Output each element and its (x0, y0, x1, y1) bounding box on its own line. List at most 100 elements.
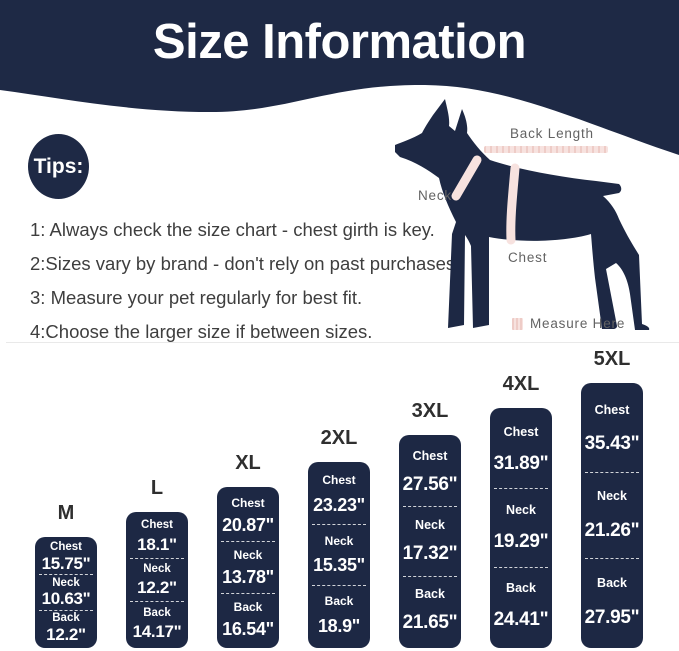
size-column-5xl: 5XL Chest 35.43" Neck 21.26" Back 27.95" (581, 348, 643, 648)
measurement-name: Chest (50, 541, 82, 554)
measurement-value: 27.95" (584, 606, 640, 628)
measurement-value: 13.78" (222, 566, 274, 587)
size-column-l: L Chest 18.1" Neck 12.2" Back 14.17" (126, 477, 188, 648)
bar-section-back: Back 27.95" (584, 558, 640, 645)
size-label: L (150, 477, 164, 499)
size-label: 3XL (411, 400, 449, 422)
bar-section-neck: Neck 15.35" (312, 524, 366, 584)
measurement-name: Neck (597, 489, 627, 504)
size-bar: Chest 18.1" Neck 12.2" Back 14.17" (126, 512, 188, 648)
size-column-2xl: 2XL Chest 23.23" Neck 15.35" Back 18.9" (308, 427, 370, 648)
bar-section-chest: Chest 27.56" (402, 438, 458, 506)
measurement-name: Chest (594, 402, 630, 417)
measurement-name: Back (143, 606, 171, 619)
measurement-value: 15.35" (313, 555, 365, 576)
size-label: 5XL (593, 348, 631, 370)
measurement-value: 20.87" (222, 514, 274, 535)
bar-section-neck: Neck 19.29" (493, 488, 549, 566)
bar-section-back: Back 21.65" (402, 575, 458, 645)
measurement-name: Back (52, 612, 80, 625)
measurement-name: Neck (233, 547, 263, 562)
bar-section-back: Back 12.2" (39, 609, 93, 645)
measure-here-label: Measure Here (530, 316, 626, 331)
size-column-3xl: 3XL Chest 27.56" Neck 17.32" Back 21.65" (399, 400, 461, 648)
measurement-name: Back (233, 599, 263, 614)
size-label: M (57, 502, 75, 524)
page-title: Size Information (152, 15, 527, 69)
measurement-value: 10.63" (41, 589, 91, 609)
measurement-name: Chest (141, 519, 173, 532)
measurement-value: 17.32" (402, 542, 458, 564)
measurement-name: Chest (503, 424, 539, 439)
bar-section-chest: Chest 23.23" (312, 465, 366, 524)
measurement-value: 27.56" (402, 473, 458, 495)
size-bar: Chest 27.56" Neck 17.32" Back 21.65" (399, 435, 461, 648)
measure-here-legend: Measure Here (512, 316, 625, 331)
tip-item: 4:Choose the larger size if between size… (30, 321, 373, 342)
measurement-value: 18.1" (137, 534, 177, 554)
bar-section-chest: Chest 35.43" (584, 386, 640, 472)
size-bar: Chest 23.23" Neck 15.35" Back 18.9" (308, 462, 370, 648)
back-length-tape (484, 146, 608, 153)
size-bar: Chest 15.75" Neck 10.63" Back 12.2" (35, 537, 97, 648)
measurement-value: 23.23" (313, 495, 365, 516)
size-bar: Chest 20.87" Neck 13.78" Back 16.54" (217, 487, 279, 648)
bar-section-neck: Neck 21.26" (584, 471, 640, 559)
tip-item: 1: Always check the size chart - chest g… (30, 219, 435, 240)
section-divider (6, 342, 679, 343)
bar-section-back: Back 24.41" (493, 566, 549, 645)
bar-section-chest: Chest 31.89" (494, 411, 549, 488)
bar-section-neck: Neck 10.63" (39, 574, 93, 609)
size-label: 4XL (502, 373, 540, 395)
tips-badge: Tips: (28, 134, 89, 199)
measurement-name: Neck (415, 518, 445, 533)
bar-section-chest: Chest 20.87" (221, 490, 275, 541)
measurement-value: 12.2" (46, 624, 86, 644)
neck-label: Neck (418, 188, 452, 203)
measurement-name: Neck (506, 503, 536, 518)
tip-item: 2:Sizes vary by brand - don't rely on pa… (30, 253, 461, 274)
measurement-value: 21.65" (402, 612, 458, 634)
measurement-name: Back (597, 575, 627, 590)
measurement-value: 12.2" (137, 578, 177, 598)
dog-silhouette (395, 99, 650, 330)
dog-measurement-diagram: Back Length Neck Chest Measure Here (392, 96, 679, 342)
measurement-value: 35.43" (584, 433, 640, 455)
bar-section-chest: Chest 15.75" (39, 540, 93, 574)
measurement-value: 19.29" (493, 530, 549, 552)
bar-section-back: Back 16.54" (221, 593, 275, 645)
size-bar: Chest 35.43" Neck 21.26" Back 27.95" (581, 383, 643, 648)
chest-label: Chest (508, 250, 548, 265)
measurement-name: Chest (322, 473, 356, 488)
measurement-value: 14.17" (132, 621, 182, 641)
size-bar: Chest 31.89" Neck 19.29" Back 24.41" (490, 408, 552, 648)
dog-illustration (395, 99, 650, 330)
tips-heading: Tips: (33, 154, 84, 178)
measurement-name: Back (506, 581, 536, 596)
header-wave (0, 0, 679, 155)
size-label: XL (235, 452, 261, 474)
measurement-value: 21.26" (584, 519, 640, 541)
tip-item: 3: Measure your pet regularly for best f… (30, 287, 363, 308)
bar-section-neck: Neck 13.78" (221, 541, 275, 593)
size-column-4xl: 4XL Chest 31.89" Neck 19.29" Back 24.41" (490, 373, 552, 648)
bar-section-back: Back 14.17" (130, 601, 184, 645)
bar-section-neck: Neck 12.2" (130, 557, 184, 602)
size-label: 2XL (320, 427, 358, 449)
back-length-label: Back Length (510, 126, 594, 141)
size-chart: M Chest 15.75" Neck 10.63" Back 12.2" L (35, 348, 643, 648)
bar-section-back: Back 18.9" (312, 584, 366, 645)
measurement-name: Neck (143, 562, 171, 575)
measurement-value: 18.9" (317, 615, 361, 636)
neck-strap (451, 155, 482, 201)
measurement-name: Neck (324, 533, 354, 548)
chest-strap (506, 163, 520, 245)
measurement-value: 15.75" (41, 554, 91, 573)
measurement-value: 24.41" (493, 609, 549, 631)
size-column-xl: XL Chest 20.87" Neck 13.78" Back 16.54" (217, 452, 279, 648)
size-column-m: M Chest 15.75" Neck 10.63" Back 12.2" (35, 502, 97, 648)
tips-list: 1: Always check the size chart - chest g… (30, 213, 461, 349)
measurement-name: Back (415, 587, 445, 602)
measurement-name: Back (324, 593, 354, 608)
